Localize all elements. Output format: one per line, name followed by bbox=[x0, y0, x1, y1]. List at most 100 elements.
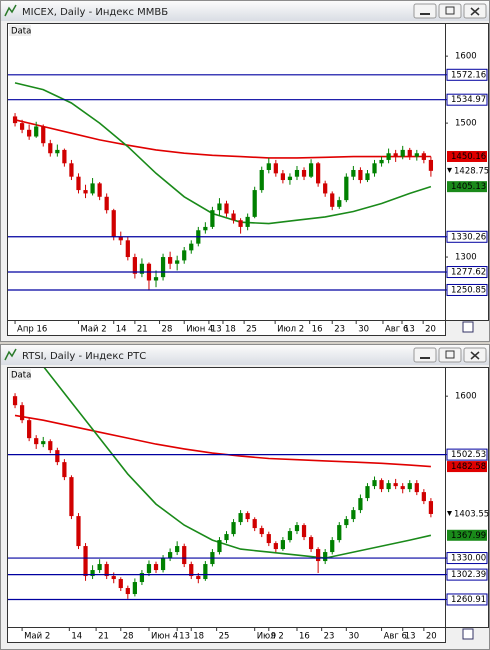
candle-body bbox=[316, 163, 321, 184]
candle-body bbox=[393, 153, 398, 157]
candle-body bbox=[287, 531, 293, 541]
price-tag bbox=[447, 165, 487, 177]
candle-body bbox=[379, 480, 384, 490]
candle-body bbox=[358, 498, 363, 511]
title-bar bbox=[1, 345, 489, 365]
candle-body bbox=[175, 260, 180, 264]
x-tick-label: 21 bbox=[137, 325, 148, 335]
candle-body bbox=[372, 163, 377, 174]
candle-body bbox=[273, 163, 278, 174]
candle-body bbox=[231, 213, 236, 221]
candle-body bbox=[69, 163, 74, 177]
x-tick-label: 30 bbox=[348, 632, 359, 642]
candle-body bbox=[414, 483, 419, 493]
candle-body bbox=[428, 159, 434, 171]
candle-body bbox=[273, 543, 278, 550]
y-tick-label: 1600 bbox=[455, 392, 477, 402]
x-tick-label: 18 bbox=[193, 632, 204, 642]
x-tick-label: 23 bbox=[334, 325, 345, 335]
price-tag bbox=[446, 448, 488, 461]
candle-body bbox=[421, 492, 426, 502]
candle-body bbox=[203, 226, 208, 231]
candle-body bbox=[386, 483, 391, 490]
minimize-button[interactable] bbox=[413, 3, 437, 19]
candle-body bbox=[153, 564, 159, 571]
x-tick-label: 23 bbox=[324, 632, 335, 642]
candle-body bbox=[182, 250, 187, 261]
candle-body bbox=[83, 546, 88, 577]
x-tick-label: 14 bbox=[71, 632, 82, 642]
price-tag bbox=[446, 283, 488, 296]
moving-average bbox=[14, 82, 432, 225]
price-tag-label: 1534.97 bbox=[451, 95, 486, 105]
price-tag-label: 1405.13 bbox=[451, 182, 486, 192]
scroll-icon[interactable] bbox=[462, 628, 474, 640]
price-tag-label: 1330.00 bbox=[451, 554, 486, 564]
price-tag bbox=[447, 529, 487, 541]
price-tag bbox=[446, 266, 488, 279]
restore-glyph bbox=[445, 350, 455, 359]
price-tag bbox=[446, 568, 488, 581]
close-glyph bbox=[470, 351, 480, 360]
candle-body bbox=[83, 190, 88, 194]
x-tick-label: Авг 6 bbox=[384, 632, 407, 642]
candle-body bbox=[245, 216, 250, 227]
candle-body bbox=[34, 438, 39, 445]
candle-body bbox=[379, 159, 384, 164]
candle-body bbox=[55, 450, 60, 463]
candle-body bbox=[34, 126, 39, 137]
price-tag bbox=[446, 93, 488, 106]
candle-body bbox=[386, 153, 391, 160]
candle-body bbox=[337, 525, 342, 541]
candle-body bbox=[175, 546, 180, 553]
candle-body bbox=[118, 579, 123, 589]
x-tick-label: 30 bbox=[358, 325, 369, 335]
candle-body bbox=[90, 183, 95, 194]
price-tag-label: 1367.99 bbox=[451, 531, 486, 541]
candle-body bbox=[217, 203, 222, 211]
x-tick-label: 13 bbox=[404, 325, 415, 335]
y-tick-label: 1500 bbox=[455, 119, 477, 129]
candle-body bbox=[323, 183, 328, 194]
data-label: Data bbox=[11, 371, 31, 381]
scroll-icon[interactable] bbox=[462, 321, 474, 333]
candle-body bbox=[294, 169, 300, 177]
candle-body bbox=[118, 236, 123, 241]
restore-button[interactable] bbox=[438, 3, 462, 19]
candle-body bbox=[252, 519, 257, 529]
window-icon bbox=[4, 348, 17, 361]
candle-body bbox=[224, 203, 229, 214]
moving-average bbox=[43, 368, 432, 559]
candle-body bbox=[330, 540, 335, 553]
candle-body bbox=[231, 522, 236, 535]
window-buttons[interactable] bbox=[413, 347, 487, 363]
x-tick-label: 16 bbox=[299, 632, 310, 642]
candle-body bbox=[167, 257, 173, 264]
price-tag-label: 1482.58 bbox=[451, 462, 486, 472]
window-buttons[interactable] bbox=[413, 3, 487, 19]
x-tick-label: 20 bbox=[425, 325, 436, 335]
y-tick-label: 1600 bbox=[455, 52, 477, 62]
candle-body bbox=[421, 153, 426, 160]
price-tag bbox=[447, 461, 487, 473]
price-tag-label: 1450.16 bbox=[451, 152, 486, 162]
x-tick-label: 9 bbox=[271, 632, 276, 642]
candle-body bbox=[48, 143, 53, 154]
candle-body bbox=[76, 516, 81, 547]
candle-body bbox=[27, 129, 32, 137]
candle-body bbox=[55, 149, 60, 154]
minimize-button[interactable] bbox=[413, 347, 437, 363]
candle-body bbox=[245, 513, 250, 520]
candle-body bbox=[287, 176, 293, 181]
restore-button[interactable] bbox=[438, 347, 462, 363]
candle-body bbox=[252, 190, 257, 217]
x-tick-label: Июл 2 bbox=[277, 325, 304, 335]
price-axis bbox=[445, 367, 489, 628]
candle-body bbox=[139, 573, 145, 583]
title-bar bbox=[1, 1, 489, 21]
x-tick-label: 21 bbox=[98, 632, 109, 642]
candle-body bbox=[344, 519, 349, 526]
candle-body bbox=[132, 582, 137, 595]
price-tag-label: 1277.62 bbox=[451, 268, 486, 278]
